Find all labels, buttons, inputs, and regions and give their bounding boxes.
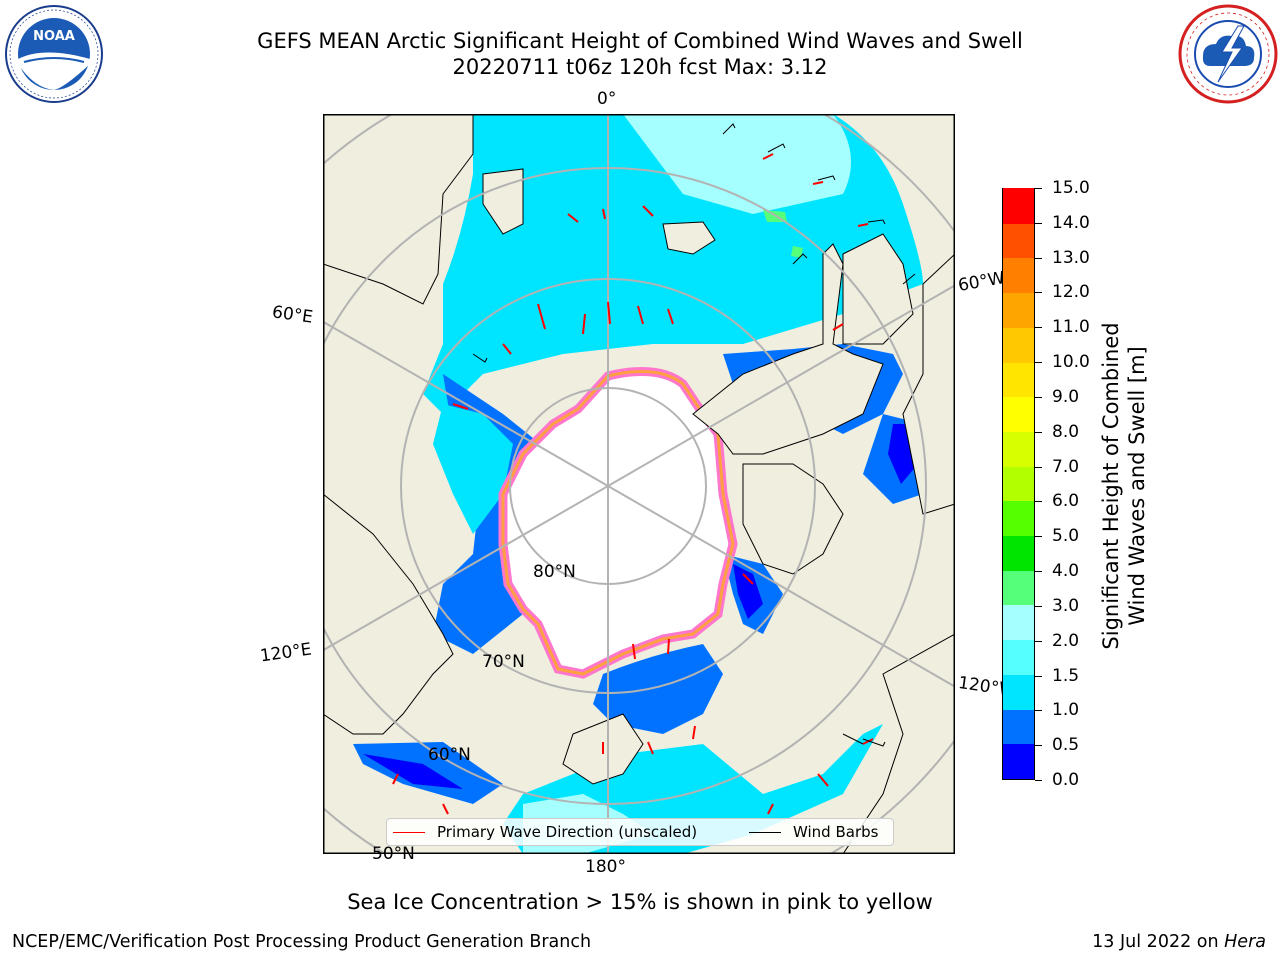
wind-barbs-legend-label: Wind Barbs [793,823,879,841]
chart-title: GEFS MEAN Arctic Significant Height of C… [257,29,1023,53]
wave-direction-legend-label: Primary Wave Direction (unscaled) [437,823,698,841]
colorbar-segment [1003,743,1034,779]
colorbar-tick [1035,571,1042,572]
lat-label-60n: 60°N [428,745,471,765]
lat-label-70n: 70°N [482,652,525,672]
colorbar-segment [1003,431,1034,467]
colorbar-tick [1035,327,1042,328]
colorbar-tick [1035,641,1042,642]
footer-date-text: 13 Jul 2022 on [1092,932,1225,952]
colorbar-tick [1035,223,1042,224]
colorbar-tick [1035,362,1042,363]
colorbar-tick-label: 15.0 [1052,178,1090,198]
colorbar-tick-label: 3.0 [1052,596,1080,616]
svg-text:NOAA: NOAA [33,29,75,44]
colorbar-tick [1035,432,1042,433]
colorbar-tick-label: 8.0 [1052,422,1080,442]
colorbar [1002,188,1035,780]
colorbar-tick [1035,188,1042,189]
colorbar-segment [1003,223,1034,259]
sea-ice-note: Sea Ice Concentration > 15% is shown in … [347,890,933,914]
wind-barbs-legend-swatch [749,832,781,833]
colorbar-tick [1035,292,1042,293]
colorbar-tick-label: 9.0 [1052,387,1080,407]
map-legend: Primary Wave Direction (unscaled) Wind B… [386,818,894,846]
colorbar-tick [1035,710,1042,711]
colorbar-tick-label: 5.0 [1052,526,1080,546]
lon-label-120e: 120°E [258,639,313,667]
colorbar-segment [1003,257,1034,294]
colorbar-tick-label: 11.0 [1052,317,1090,337]
footer-branch: NCEP/EMC/Verification Post Processing Pr… [12,932,592,952]
map-canvas [323,114,955,854]
colorbar-tick-label: 1.5 [1052,666,1080,686]
lat-label-80n: 80°N [533,562,576,582]
colorbar-tick [1035,745,1042,746]
colorbar-tick-label: 7.0 [1052,457,1080,477]
colorbar-tick [1035,397,1042,398]
wave-direction-arrows [392,153,874,815]
colorbar-segment [1003,188,1034,224]
polar-map [323,114,955,854]
colorbar-tick-label: 14.0 [1052,213,1090,233]
colorbar-tick [1035,501,1042,502]
colorbar-tick [1035,467,1042,468]
colorbar-tick-label: 4.0 [1052,561,1080,581]
lon-label-180: 180° [585,857,626,877]
noaa-logo: NOAA [5,5,103,103]
footer-date: 13 Jul 2022 on Hera [1092,932,1266,952]
colorbar-title-line1: Significant Height of Combined [1099,322,1123,650]
lon-label-60e: 60°E [270,302,315,328]
colorbar-tick [1035,536,1042,537]
footer-machine: Hera [1224,932,1266,952]
colorbar-segment [1003,361,1034,398]
colorbar-title-line2: Wind Waves and Swell [m] [1125,346,1149,626]
wave-direction-legend-swatch [393,832,425,833]
colorbar-segment [1003,709,1034,745]
colorbar-segment [1003,674,1034,710]
colorbar-tick-label: 10.0 [1052,352,1090,372]
colorbar-tick [1035,258,1042,259]
colorbar-tick [1035,676,1042,677]
colorbar-tick [1035,606,1042,607]
colorbar-segment [1003,570,1034,606]
wind-barbs [472,123,916,747]
colorbar-tick-label: 6.0 [1052,491,1080,511]
lon-label-0: 0° [597,89,617,109]
colorbar-segment [1003,396,1034,432]
colorbar-segment [1003,292,1034,328]
colorbar-tick-label: 0.0 [1052,770,1080,790]
colorbar-tick-label: 13.0 [1052,248,1090,268]
colorbar-segment [1003,327,1034,363]
nws-logo [1178,4,1278,104]
colorbar-tick-label: 0.5 [1052,735,1080,755]
colorbar-tick-label: 1.0 [1052,700,1080,720]
colorbar-tick-label: 12.0 [1052,282,1090,302]
lat-label-50n: 50°N [372,844,415,864]
lon-label-60w: 60°W [956,268,1007,296]
colorbar-segment [1003,466,1034,502]
colorbar-tick-label: 2.0 [1052,631,1080,651]
colorbar-segment [1003,639,1034,675]
colorbar-segment [1003,604,1034,641]
forecast-info: 20220711 t06z 120h fcst Max: 3.12 [452,55,828,79]
colorbar-segment [1003,500,1034,537]
colorbar-segment [1003,535,1034,571]
colorbar-tick [1035,780,1042,781]
